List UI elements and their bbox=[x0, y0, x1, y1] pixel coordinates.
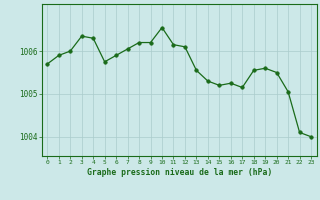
X-axis label: Graphe pression niveau de la mer (hPa): Graphe pression niveau de la mer (hPa) bbox=[87, 168, 272, 177]
